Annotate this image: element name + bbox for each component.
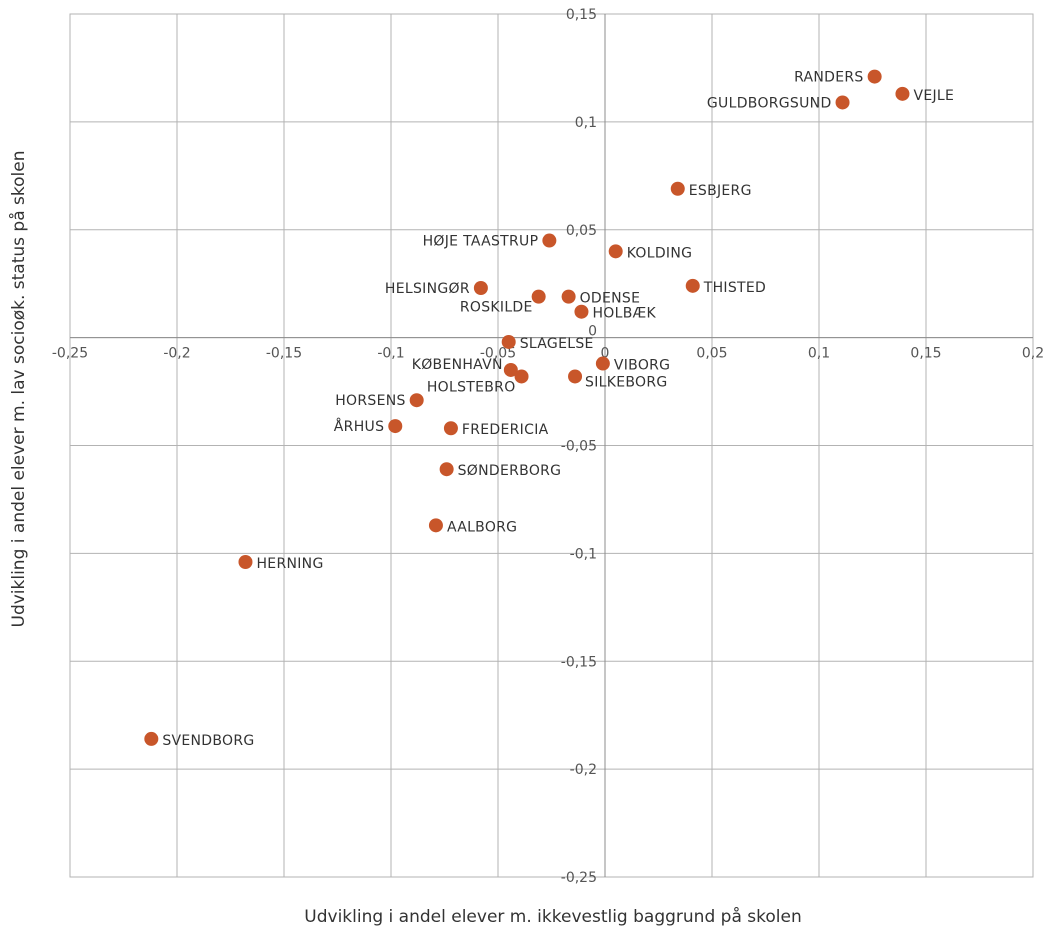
point-label: SVENDBORG <box>162 733 254 749</box>
data-point <box>388 419 403 434</box>
data-point <box>561 289 576 304</box>
data-point <box>595 356 610 371</box>
x-tick-label: 0,05 <box>696 346 727 362</box>
data-points <box>144 69 910 746</box>
grid-layer <box>69 13 1034 878</box>
data-point <box>409 393 424 408</box>
point-label: SØNDERBORG <box>458 463 562 479</box>
x-axis-title: Udvikling i andel elever m. ikkevestlig … <box>304 906 801 927</box>
x-tick-label: 0,1 <box>808 346 830 362</box>
y-axis-title: Udvikling i andel elever m. lav socioøk.… <box>8 151 29 628</box>
x-tick-label: 0 <box>601 346 610 362</box>
point-label: KOLDING <box>627 245 693 261</box>
data-point <box>608 244 623 259</box>
point-label: HOLBÆK <box>592 306 656 322</box>
data-point <box>238 555 253 570</box>
data-point <box>685 278 700 293</box>
data-point <box>439 462 454 477</box>
data-point <box>501 334 516 349</box>
x-tick-label: -0,05 <box>480 346 516 362</box>
data-point <box>542 233 557 248</box>
point-label: GULDBORGSUND <box>707 95 832 111</box>
y-tick-label: 0,05 <box>566 223 597 239</box>
x-tick-label: -0,25 <box>52 346 88 362</box>
y-tick-label: -0,05 <box>561 439 597 455</box>
data-point <box>144 731 159 746</box>
y-tick-label: -0,15 <box>561 654 597 670</box>
data-point <box>443 421 458 436</box>
y-tick-label: 0,1 <box>575 115 597 131</box>
tick-labels: -0,25 -0,2 -0,15 -0,1 -0,05 0 0,05 0,1 0,15 0,2 0,… <box>52 7 1044 886</box>
x-tick-label: 0,15 <box>910 346 941 362</box>
point-label: VEJLE <box>913 88 954 104</box>
point-label: FREDERICIA <box>462 422 549 438</box>
point-label: ROSKILDE <box>460 300 533 316</box>
x-tick-label: -0,1 <box>377 346 404 362</box>
data-point <box>574 304 589 319</box>
y-tick-label: -0,2 <box>570 762 597 778</box>
point-label: ÅRHUS <box>334 418 384 435</box>
point-label: AALBORG <box>447 519 517 535</box>
data-point <box>895 86 910 101</box>
data-point <box>428 518 443 533</box>
axis-layer <box>70 14 1033 877</box>
point-label: VIBORG <box>614 358 670 374</box>
x-tick-label: -0,2 <box>163 346 190 362</box>
y-tick-label: -0,1 <box>570 546 597 562</box>
data-point <box>531 289 546 304</box>
data-point <box>867 69 882 84</box>
point-label: ODENSE <box>580 291 641 307</box>
y-tick-label: 0 <box>588 324 597 340</box>
point-label: SLAGELSE <box>520 336 594 352</box>
point-label: SILKEBORG <box>585 374 668 390</box>
point-label: HØJE TAASTRUP <box>423 234 539 250</box>
point-label: HELSINGØR <box>385 281 470 297</box>
point-label: RANDERS <box>794 70 864 86</box>
x-tick-label: -0,15 <box>266 346 302 362</box>
x-tick-label: 0,2 <box>1022 346 1044 362</box>
data-point <box>568 369 583 384</box>
point-label: KØBENHAVN <box>412 357 503 373</box>
data-point <box>835 95 850 110</box>
y-tick-label: 0,15 <box>566 7 597 23</box>
data-point <box>473 281 488 296</box>
point-labels: RANDERS VEJLE GULDBORGSUND ESBJERG HØJE TAAS… <box>162 70 954 749</box>
y-tick-label: -0,25 <box>561 870 597 886</box>
data-point <box>670 181 685 196</box>
point-label: ESBJERG <box>689 183 752 199</box>
data-point <box>514 369 529 384</box>
data-point <box>503 362 518 377</box>
point-label: HERNING <box>256 556 323 572</box>
point-label: THISTED <box>703 280 766 296</box>
point-label: HORSENS <box>335 393 405 409</box>
point-label: HOLSTEBRO <box>427 379 516 395</box>
